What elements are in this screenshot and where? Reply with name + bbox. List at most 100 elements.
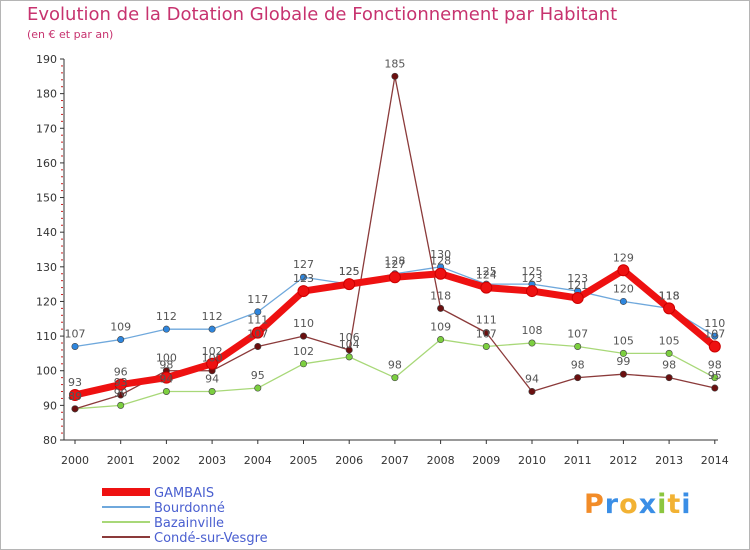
- y-minor-tick: [61, 252, 63, 254]
- y-minor-tick: [61, 287, 63, 289]
- y-minor-tick: [61, 238, 63, 240]
- y-minor-tick: [61, 155, 63, 157]
- data-label: 102: [202, 345, 223, 358]
- data-label: 100: [202, 352, 223, 365]
- data-label: 90: [114, 386, 128, 399]
- data-label: 107: [704, 327, 725, 340]
- data-point: [526, 285, 538, 298]
- y-minor-tick: [61, 384, 63, 386]
- data-point: [663, 302, 676, 315]
- y-minor-tick: [61, 141, 63, 143]
- data-label: 89: [68, 390, 82, 403]
- data-label: 94: [525, 373, 539, 386]
- y-minor-tick: [61, 113, 63, 115]
- data-point: [619, 349, 627, 357]
- data-point: [482, 342, 490, 350]
- data-label: 128: [430, 255, 451, 268]
- data-point: [345, 353, 353, 361]
- data-point: [665, 349, 673, 357]
- data-label: 110: [704, 317, 725, 330]
- x-tick-label: 2005: [290, 454, 318, 467]
- data-label: 102: [293, 345, 314, 358]
- y-minor-tick: [61, 425, 63, 427]
- data-point: [434, 267, 447, 280]
- data-label: 107: [567, 327, 588, 340]
- y-tick-label: 190: [36, 53, 57, 66]
- x-tick-label: 2013: [655, 454, 683, 467]
- y-minor-tick: [61, 418, 63, 420]
- y-tick-label: 140: [36, 226, 57, 239]
- legend-label: Bazainville: [154, 516, 224, 531]
- data-label: 127: [384, 258, 405, 271]
- data-point: [117, 336, 125, 344]
- y-minor-tick: [61, 148, 63, 150]
- y-tick-label: 180: [36, 88, 57, 101]
- data-point: [299, 332, 307, 340]
- data-label: 128: [384, 255, 405, 268]
- data-point: [343, 278, 356, 291]
- y-minor-tick: [61, 203, 63, 205]
- data-label: 125: [522, 265, 543, 278]
- data-point: [254, 308, 262, 316]
- data-point: [437, 336, 445, 344]
- data-point: [711, 332, 719, 340]
- logo-letter: i: [657, 489, 668, 520]
- data-label: 121: [567, 279, 588, 292]
- x-tick-label: 2003: [198, 454, 226, 467]
- x-tick-label: 2006: [335, 454, 363, 467]
- data-point: [711, 374, 719, 382]
- y-minor-tick: [61, 259, 63, 261]
- data-point: [437, 304, 445, 312]
- y-minor-tick: [61, 356, 63, 358]
- data-label: 123: [293, 272, 314, 285]
- y-minor-tick: [61, 363, 63, 365]
- y-minor-tick: [61, 106, 63, 108]
- data-label: 105: [613, 334, 634, 347]
- y-minor-tick: [61, 411, 63, 413]
- y-minor-tick: [61, 134, 63, 136]
- data-label: 109: [110, 321, 131, 334]
- data-label: 89: [68, 390, 82, 403]
- data-point: [391, 374, 399, 382]
- y-minor-tick: [61, 342, 63, 344]
- data-label: 93: [114, 376, 128, 389]
- x-tick-label: 2008: [427, 454, 455, 467]
- data-label: 105: [659, 334, 680, 347]
- data-point: [254, 342, 262, 350]
- y-minor-tick: [61, 273, 63, 275]
- data-label: 117: [247, 293, 268, 306]
- data-point: [528, 388, 536, 396]
- y-minor-tick: [61, 100, 63, 102]
- data-label: 129: [613, 251, 634, 264]
- y-minor-tick: [61, 86, 63, 88]
- y-minor-tick: [61, 307, 63, 309]
- data-label: 108: [522, 324, 543, 337]
- y-minor-tick: [61, 79, 63, 81]
- data-label: 104: [339, 338, 360, 351]
- data-label: 123: [522, 272, 543, 285]
- x-tick-label: 2011: [564, 454, 592, 467]
- data-point: [117, 401, 125, 409]
- y-minor-tick: [61, 224, 63, 226]
- y-minor-tick: [61, 245, 63, 247]
- data-label: 95: [251, 369, 265, 382]
- x-tick-label: 2004: [244, 454, 272, 467]
- data-point: [619, 297, 627, 305]
- data-point: [617, 264, 630, 277]
- data-point: [206, 357, 219, 370]
- y-minor-tick: [61, 314, 63, 316]
- data-label: 100: [156, 352, 177, 365]
- data-point: [391, 72, 399, 80]
- data-point: [619, 370, 627, 378]
- y-tick-label: 150: [36, 192, 57, 205]
- y-minor-tick: [61, 72, 63, 74]
- data-label: 95: [708, 369, 722, 382]
- data-point: [69, 388, 81, 401]
- data-label: 125: [339, 265, 360, 278]
- chart-title: Evolution de la Dotation Globale de Fonc…: [27, 4, 618, 25]
- y-minor-tick: [61, 120, 63, 122]
- x-tick-label: 2001: [107, 454, 135, 467]
- data-label: 107: [476, 327, 497, 340]
- legend-label: GAMBAIS: [154, 486, 214, 501]
